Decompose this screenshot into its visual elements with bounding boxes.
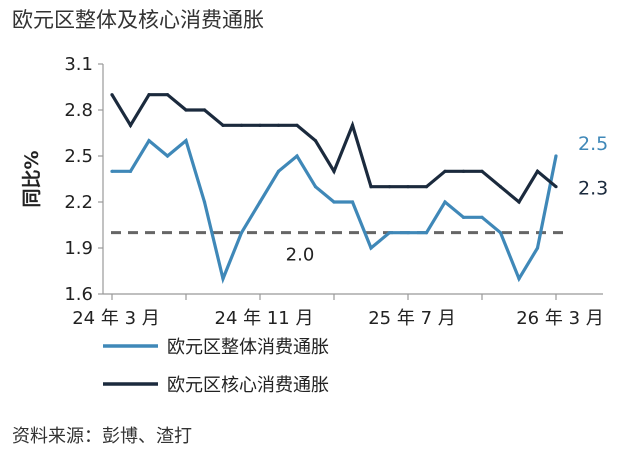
series-2-point [406,185,410,189]
series-2-point [332,169,336,173]
series-1-point [424,231,429,235]
series-2-point [184,108,188,112]
series-1-point [369,246,373,250]
series-1-point [276,169,281,173]
series-1-point [332,200,336,204]
x-tick-label: 25 年 7 月 [368,308,456,329]
series-1-point [110,169,114,173]
series-1-point [295,154,299,158]
series-2-point [258,123,262,127]
y-tick-label: 1.6 [64,284,93,305]
series-2-point [128,123,133,127]
legend-label-1: 欧元区整体消费通胀 [167,337,329,358]
series-1-point [313,185,318,189]
series-2-point [147,93,151,97]
series-2-end-label: 2.3 [578,178,608,200]
series-2-point [221,123,225,127]
series-2-point [461,169,466,173]
y-tick-label: 1.9 [64,238,93,259]
y-tick-label: 2.2 [64,192,93,213]
series-2-point [480,169,484,173]
chart-marks: 2.0 2.5 2.3 [110,93,608,284]
series-2-point [554,185,558,189]
series-1-point [128,169,133,173]
page-title: 欧元区整体及核心消费通胀 [12,8,264,32]
series-1-point [147,139,151,143]
series-2-point [295,123,299,127]
axes: 1.6 1.9 2.2 2.5 2.8 3.1 同比% 24 年 3 月 24 年 11 月 25… [21,54,604,329]
series-1-point [165,154,170,158]
series-1-point [554,154,558,158]
series-2-point [369,185,373,189]
series-2-point [165,93,170,97]
series-2-point [387,185,392,189]
series-2-point [350,123,355,127]
chart: 1.6 1.9 2.2 2.5 2.8 3.1 同比% 24 年 3 月 24 年 11 月 25… [21,54,608,396]
x-tick-label: 26 年 3 月 [516,308,604,329]
series-2-point [443,169,447,173]
series-1-point [350,200,355,204]
series-1-point [535,246,540,250]
legend-label-2: 欧元区核心消费通胀 [167,375,329,396]
series-2-point [424,185,429,189]
series-1-point [202,200,207,204]
series-2-point [498,185,503,189]
series-1-point [387,231,392,235]
y-tick-label: 2.8 [64,100,93,121]
series-1-point [221,277,225,281]
series-2-point [535,169,540,173]
series-2-point [517,200,521,204]
series-1-point [517,277,521,281]
series-1-point [406,231,410,235]
series-1-point [461,215,466,219]
series-1-end-label: 2.5 [578,133,608,155]
source-note: 资料来源：彭博、渣打 [12,426,192,447]
series-2-point [202,108,207,112]
series-2-point [276,123,281,127]
reference-line-label: 2.0 [286,245,315,266]
x-tick-label: 24 年 11 月 [215,308,314,329]
series-2-point [239,123,244,127]
y-tick-label: 3.1 [64,54,93,75]
series-1-point [239,231,244,235]
series-1-point [184,139,188,143]
series-1-point [258,200,262,204]
y-axis-title: 同比% [21,150,43,207]
series-2-point [313,139,318,143]
x-tick-label: 24 年 3 月 [72,308,160,329]
series-2-point [110,93,114,97]
series-1-point [498,231,503,235]
series-1-point [443,200,447,204]
y-tick-label: 2.5 [64,146,93,167]
series-line-1 [112,137,558,284]
series-1-point [480,215,484,219]
